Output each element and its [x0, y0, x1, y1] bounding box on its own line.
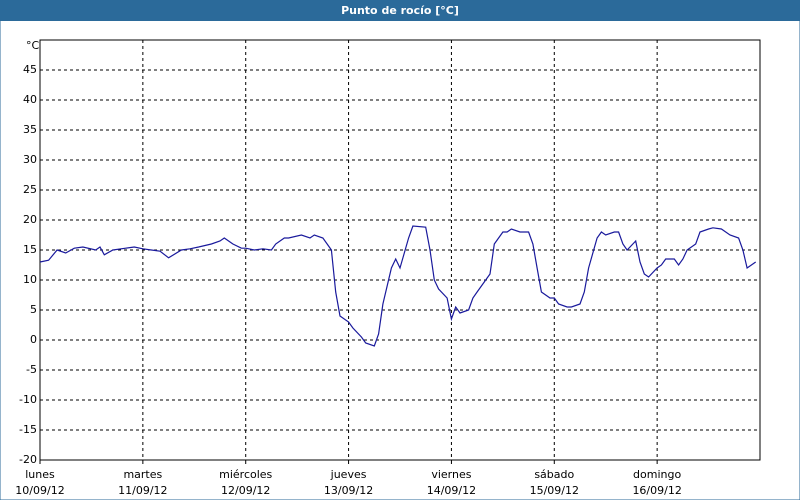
x-tick-date: 14/09/12	[427, 484, 476, 497]
y-tick-label: 15	[23, 243, 37, 256]
data-line	[39, 225, 757, 347]
y-tick-label: 5	[30, 303, 37, 316]
x-tick-date: 13/09/12	[324, 484, 373, 497]
x-tick-date: 11/09/12	[118, 484, 167, 497]
x-tick-label: lunes	[25, 468, 55, 481]
y-tick-label: 40	[23, 93, 37, 106]
x-tick-label: domingo	[633, 468, 681, 481]
x-tick-date: 16/09/12	[632, 484, 681, 497]
x-tick-label: martes	[123, 468, 162, 481]
y-tick-label: 45	[23, 63, 37, 76]
y-tick-label: 30	[23, 153, 37, 166]
y-tick-label: 0	[30, 333, 37, 346]
title-bar	[0, 0, 800, 21]
y-tick-label: -20	[19, 453, 37, 466]
y-unit: °C	[26, 39, 40, 52]
y-tick-label: -5	[26, 363, 37, 376]
y-tick-label: 20	[23, 213, 37, 226]
y-tick-label: 35	[23, 123, 37, 136]
x-tick-label: viernes	[431, 468, 471, 481]
y-tick-label: -15	[19, 423, 37, 436]
y-tick-label: 25	[23, 183, 37, 196]
y-tick-label: -10	[19, 393, 37, 406]
x-tick-label: sábado	[534, 468, 574, 481]
x-tick-label: miércoles	[219, 468, 272, 481]
x-tick-date: 10/09/12	[15, 484, 64, 497]
chart-title: Punto de rocío [°C]	[341, 4, 459, 17]
y-tick-label: 10	[23, 273, 37, 286]
x-tick-label: jueves	[330, 468, 367, 481]
x-tick-date: 12/09/12	[221, 484, 270, 497]
x-tick-date: 15/09/12	[530, 484, 579, 497]
